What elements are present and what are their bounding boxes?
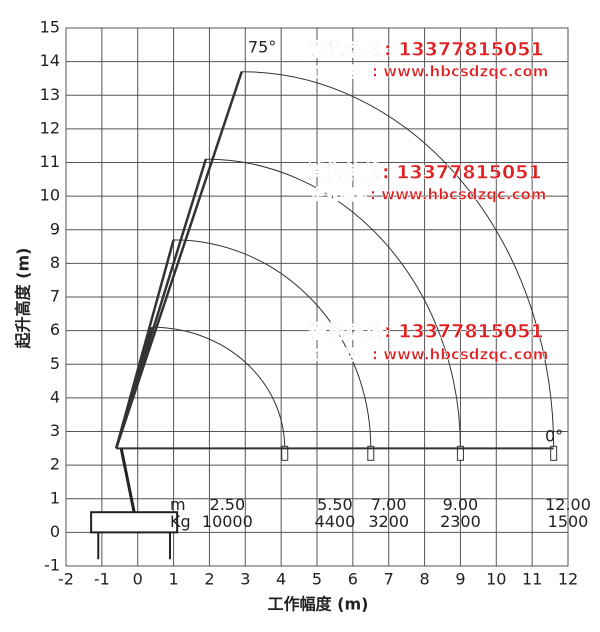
range-arc [241, 71, 555, 449]
x-tick-label: 0 [133, 570, 143, 589]
x-tick-label: 1 [168, 570, 178, 589]
watermark: 企业网址: www.hbcsdzqc.com [309, 186, 546, 204]
radius-label: 12.00 [545, 495, 591, 514]
radius-label: 5.50 [317, 495, 353, 514]
boom-tip [281, 445, 289, 461]
y-tick-label: 2 [50, 455, 60, 474]
y-tick-label: 5 [50, 354, 60, 373]
range-arc [173, 239, 372, 449]
y-tick-label: 10 [40, 186, 60, 205]
watermark: 销售热线: 13377815051 [308, 38, 544, 61]
y-tick-label: 7 [50, 287, 60, 306]
boom-tip [550, 445, 558, 461]
x-tick-label: 12 [558, 570, 578, 589]
y-tick-label: 13 [40, 85, 60, 104]
watermark: 销售热线: 13377815051 [306, 161, 542, 184]
x-axis-label: 工作幅度 (m) [268, 595, 369, 614]
range-arc [205, 158, 461, 449]
watermark: 企业网址: www.hbcsdzqc.com [311, 63, 548, 81]
table-header: m [170, 495, 186, 514]
y-tick-label: 1 [50, 488, 60, 507]
y-tick-label: -1 [44, 556, 60, 575]
radius-label: 7.00 [371, 495, 407, 514]
x-tick-label: 9 [455, 570, 465, 589]
x-tick-label: 8 [419, 570, 429, 589]
load-label: 4400 [315, 512, 356, 531]
x-tick-label: 5 [312, 570, 322, 589]
y-tick-label: 3 [50, 421, 60, 440]
y-tick-label: 11 [40, 152, 60, 171]
load-label: 1500 [548, 512, 589, 531]
y-tick-label: 0 [50, 522, 60, 541]
radius-label: 9.00 [443, 495, 479, 514]
x-tick-label: -2 [58, 570, 74, 589]
boom-section [115, 71, 243, 449]
y-tick-label: 6 [50, 320, 60, 339]
watermarks: 销售热线: 13377815051 企业网址: www.hbcsdzqc.com… [306, 37, 549, 364]
x-tick-label: 11 [522, 570, 542, 589]
boom-tip [456, 445, 464, 461]
x-tick-label: 4 [276, 570, 286, 589]
x-tick-label: 2 [204, 570, 214, 589]
crane-base [90, 511, 179, 534]
range-arc [152, 326, 286, 449]
y-tick-label: 9 [50, 219, 60, 238]
y-tick-label: 14 [40, 51, 60, 70]
angle-label: 0° [545, 427, 563, 446]
y-tick-label: 4 [50, 387, 60, 406]
load-label: 10000 [202, 512, 253, 531]
crane-column [119, 448, 136, 513]
x-tick-label: 6 [348, 570, 358, 589]
x-tick-label: 10 [486, 570, 506, 589]
x-tick-label: 7 [384, 570, 394, 589]
y-axis-label: 起升高度 (m) [14, 248, 33, 350]
watermark: 销售热线: 13377815051 [308, 320, 544, 343]
boom-tip [367, 445, 375, 461]
table-header: Kg [170, 512, 191, 531]
y-tick-label: 15 [40, 18, 60, 37]
radius-label: 2.50 [210, 495, 246, 514]
load-label: 2300 [440, 512, 481, 531]
x-tick-label: -1 [94, 570, 110, 589]
x-tick-label: 3 [240, 570, 250, 589]
plot: -2 -1 0 1 2 3 4 5 6 7 8 9 10 11 12-1012345678910111213… [40, 18, 591, 589]
y-tick-label: 8 [50, 253, 60, 272]
watermark: 企业网址: www.hbcsdzqc.com [311, 346, 548, 364]
angle-label: 75° [248, 38, 276, 57]
load-label: 3200 [368, 512, 409, 531]
y-tick-label: 12 [40, 118, 60, 137]
